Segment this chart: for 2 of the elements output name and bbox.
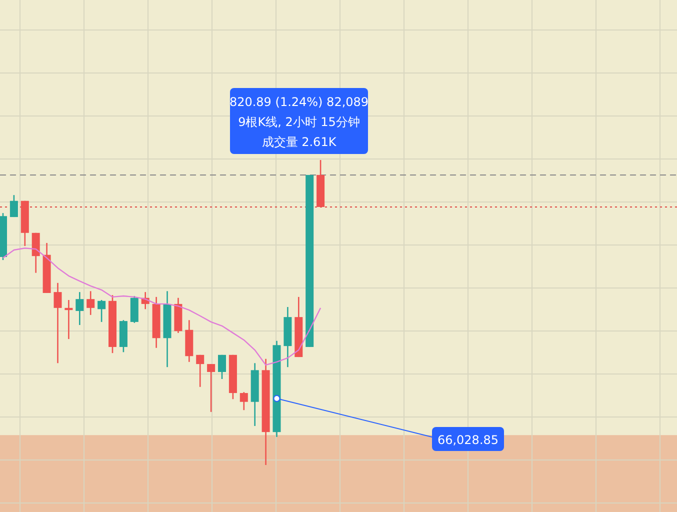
tooltip: 820.89 (1.24%) 82,089 9根K线, 2小时 15分钟 成交量 2.61K [229,88,369,154]
text: 66,028.85 [437,433,499,447]
